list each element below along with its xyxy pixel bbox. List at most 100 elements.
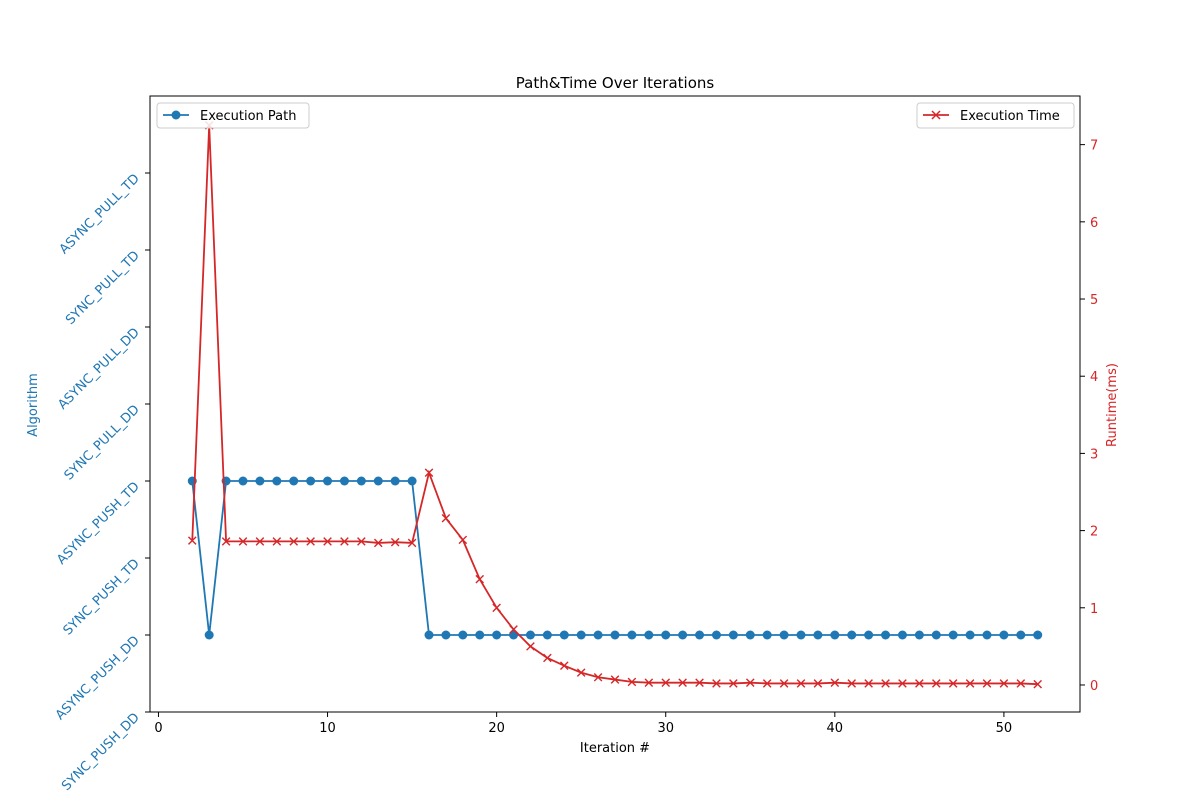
- execution-path-point: [542, 630, 552, 640]
- execution-time-point: [982, 679, 992, 688]
- execution-time-point: [593, 672, 603, 682]
- legend-box: [156, 102, 310, 129]
- execution-path-point: [813, 630, 823, 640]
- left-tick-label: ASYNC_PUSH_DD: [53, 633, 143, 723]
- execution-time-point: [509, 625, 518, 634]
- execution-time-point: [745, 678, 755, 687]
- execution-path-point: [711, 630, 721, 640]
- execution-time-point: [373, 538, 383, 548]
- execution-time-point: [948, 679, 958, 688]
- left-tick-label: ASYNC_PULL_TD: [57, 171, 143, 257]
- execution-time-point: [915, 679, 924, 688]
- execution-path-point: [289, 476, 299, 486]
- execution-path-point: [745, 630, 755, 640]
- right-tick-label: 7: [1090, 139, 1098, 154]
- left-y-axis: SYNC_PUSH_DDASYNC_PUSH_DDSYNC_PUSH_TDASY…: [53, 171, 150, 794]
- execution-path-point: [323, 476, 333, 486]
- execution-time-point: [323, 537, 332, 546]
- execution-time-point: [390, 537, 400, 547]
- execution-path-point: [390, 476, 400, 486]
- execution-path-point: [948, 630, 958, 640]
- plot-area: [149, 95, 1081, 713]
- execution-path-point: [475, 630, 485, 640]
- execution-time-point: [678, 678, 687, 687]
- execution-time-point: [475, 574, 485, 584]
- execution-path-point: [762, 630, 772, 640]
- execution-time-point: [458, 535, 468, 545]
- execution-path-point: [661, 630, 671, 640]
- execution-time-point: [221, 537, 231, 546]
- execution-path-point: [965, 630, 975, 640]
- execution-path-point: [830, 630, 840, 640]
- legend-execution-time: Execution Time: [916, 102, 1075, 129]
- right-tick-label: 5: [1090, 293, 1098, 308]
- right-y-axis: 0 1 2 3 4 5 6 7: [1080, 139, 1098, 694]
- execution-time-point: [255, 537, 265, 546]
- x-axis-label: Iteration #: [580, 741, 650, 756]
- execution-path-point: [204, 630, 214, 640]
- execution-path-point: [779, 630, 789, 640]
- execution-path-point: [610, 630, 620, 640]
- execution-time-point: [847, 679, 857, 688]
- execution-time-point: [762, 679, 772, 688]
- execution-time-point: [424, 468, 434, 477]
- left-tick-label: ASYNC_PULL_DD: [55, 325, 143, 413]
- x-tick-label: 20: [488, 721, 505, 736]
- right-tick-label: 0: [1090, 679, 1098, 694]
- x-tick-label: 0: [154, 721, 162, 736]
- execution-time-point: [830, 678, 840, 687]
- execution-path-point: [847, 630, 857, 640]
- series-line-execution-time: [191, 125, 1038, 686]
- execution-time-point: [661, 678, 671, 687]
- right-tick-label: 6: [1090, 216, 1098, 231]
- execution-path-point: [627, 630, 637, 640]
- execution-path-point: [424, 630, 434, 640]
- execution-path-point: [931, 630, 941, 640]
- execution-time-point: [999, 679, 1009, 688]
- execution-time-point: [357, 537, 366, 546]
- execution-time-point: [695, 678, 704, 687]
- execution-path-point: [559, 630, 569, 640]
- execution-time-point: [289, 537, 299, 546]
- legend-box: [916, 102, 1075, 129]
- execution-path-point: [238, 476, 248, 486]
- execution-path-point: [796, 630, 806, 640]
- execution-time-point: [965, 679, 975, 688]
- x-tick-label: 10: [319, 721, 336, 736]
- legend-marker-x: [931, 110, 941, 120]
- left-tick-label: SYNC_PUSH_TD: [61, 556, 143, 638]
- execution-path-point: [525, 630, 535, 640]
- execution-time-point: [796, 679, 806, 688]
- execution-path-point: [897, 630, 907, 640]
- execution-time-point: [492, 603, 501, 613]
- execution-time-point: [931, 679, 941, 688]
- execution-time-point: [187, 536, 197, 545]
- execution-time-point: [712, 679, 721, 688]
- execution-path-point: [644, 630, 654, 640]
- x-tick-label: 30: [657, 721, 674, 736]
- right-y-axis-label: Runtime(ms): [1105, 363, 1120, 447]
- left-y-axis-label: Algorithm: [26, 373, 41, 437]
- execution-time-point: [340, 537, 349, 546]
- execution-time-point: [898, 679, 907, 688]
- execution-path-point: [576, 630, 586, 640]
- series-line-execution-path: [191, 480, 1038, 636]
- execution-path-point: [678, 630, 688, 640]
- x-tick-label: 50: [996, 721, 1013, 736]
- execution-path-point: [255, 476, 265, 486]
- execution-path-point: [373, 476, 383, 486]
- execution-path-point: [339, 476, 349, 486]
- execution-time-point: [306, 537, 315, 546]
- right-tick-label: 4: [1090, 370, 1098, 385]
- left-tick-label: SYNC_PUSH_DD: [59, 710, 143, 794]
- left-tick-label: SYNC_PULL_TD: [63, 248, 143, 328]
- execution-time-point: [526, 642, 535, 651]
- left-tick-label: ASYNC_PUSH_TD: [54, 479, 143, 568]
- execution-time-point: [881, 679, 890, 688]
- execution-time-point: [238, 537, 248, 546]
- right-tick-label: 1: [1090, 602, 1098, 617]
- execution-time-point: [407, 538, 417, 548]
- execution-time-point: [1016, 679, 1026, 688]
- execution-time-point: [864, 679, 873, 688]
